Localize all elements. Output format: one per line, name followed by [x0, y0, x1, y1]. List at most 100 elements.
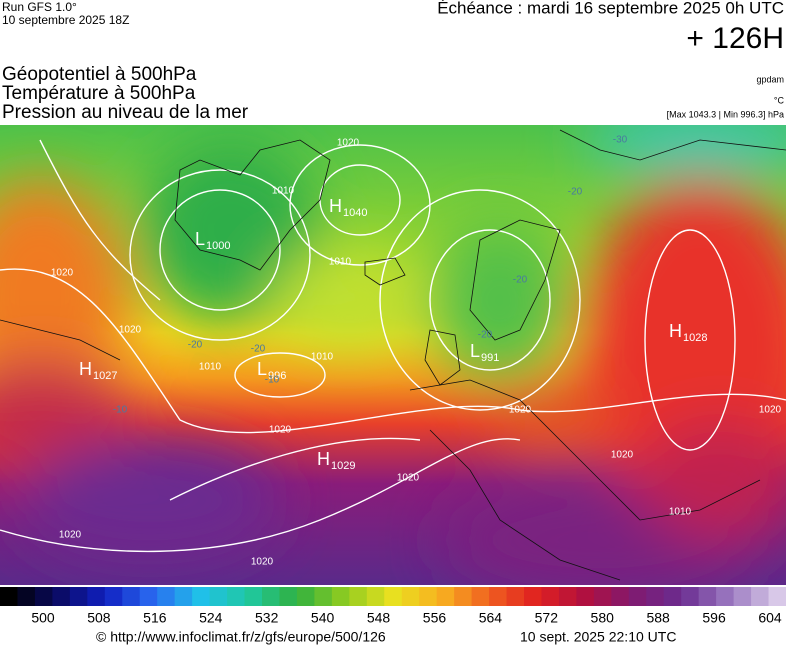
isobar-label: 1020 — [611, 450, 634, 461]
center-letter: H — [317, 449, 330, 469]
temperature-label: -20 — [188, 340, 203, 351]
colorbar-swatch — [541, 587, 560, 606]
colorbar-swatch — [454, 587, 473, 606]
run-date: 10 septembre 2025 18Z — [2, 13, 129, 27]
temperature-label: -20 — [251, 344, 266, 355]
layer-2: Température à 500hPa — [2, 83, 196, 104]
center-letter: H — [329, 196, 342, 216]
colorbar-swatch — [628, 587, 647, 606]
center-pressure: 1000 — [206, 240, 230, 252]
isobar-label: 1010 — [272, 186, 295, 197]
center-pressure: 1029 — [331, 460, 355, 472]
colorbar-tick-label: 556 — [423, 610, 447, 626]
unit-3: [Max 1043.3 | Min 996.3] hPa — [667, 109, 784, 119]
colorbar-swatch — [17, 587, 36, 606]
temperature-label: -10 — [113, 405, 128, 416]
colorbar-swatch — [157, 587, 176, 606]
colorbar-swatch — [611, 587, 630, 606]
colorbar-swatch — [768, 587, 786, 606]
map-field — [0, 125, 786, 585]
colorbar-swatch — [52, 587, 71, 606]
unit-1: gpdam — [756, 74, 784, 84]
temperature-label: -20 — [568, 187, 583, 198]
lead-time: + 126H — [686, 22, 784, 55]
temperature-label: -20 — [478, 330, 493, 341]
isobar-label: 1010 — [669, 507, 692, 518]
center-letter: H — [669, 321, 682, 341]
colorbar-tick-label: 596 — [702, 610, 726, 626]
colorbar-swatch — [314, 587, 333, 606]
colorbar-swatch — [593, 587, 612, 606]
valid-time: Échéance : mardi 16 septembre 2025 0h UT… — [437, 0, 784, 17]
isobar-label: 1020 — [397, 473, 420, 484]
colorbar-swatch — [489, 587, 508, 606]
generated: 10 sept. 2025 22:10 UTC — [520, 629, 676, 645]
colorbar-swatch — [506, 587, 525, 606]
center-pressure: 1028 — [683, 332, 707, 344]
center-letter: L — [257, 359, 267, 379]
colorbar-tick-label: 572 — [535, 610, 559, 626]
colorbar-swatch — [733, 587, 752, 606]
colorbar-swatch — [576, 587, 595, 606]
colorbar-swatch — [209, 587, 228, 606]
colorbar-tick-label: 532 — [255, 610, 279, 626]
isobar-label: 1020 — [269, 425, 292, 436]
isobar-label: 1020 — [59, 530, 82, 541]
colorbar-swatch — [349, 587, 368, 606]
colorbar-swatch — [331, 587, 350, 606]
colorbar-swatch — [384, 587, 403, 606]
isobar-label: 1010 — [329, 257, 352, 268]
colorbar-tick-label: 524 — [199, 610, 223, 626]
isobar-label: 1020 — [119, 325, 142, 336]
colorbar-swatch — [524, 587, 542, 606]
isobars — [0, 139, 786, 553]
colorbar-swatch — [69, 587, 88, 606]
colorbar-swatch — [0, 587, 18, 606]
isobar-label: 1010 — [199, 362, 222, 373]
colorbar-swatch — [716, 587, 735, 606]
colorbar-swatch — [471, 587, 490, 606]
center-letter: L — [470, 341, 480, 361]
colorbar-swatch — [87, 587, 106, 606]
colorbar-swatch — [227, 587, 246, 606]
colorbar-tick-label: 540 — [311, 610, 335, 626]
coastlines — [0, 129, 786, 581]
center-pressure: 996 — [268, 370, 286, 382]
center-pressure: 1027 — [93, 370, 117, 382]
colorbar-swatch — [663, 587, 682, 606]
colorbar-swatch — [698, 587, 717, 606]
isobar-label: 1020 — [251, 557, 274, 568]
colorbar-swatch — [436, 587, 455, 606]
center-letter: H — [79, 359, 92, 379]
colorbar-swatch — [244, 587, 263, 606]
temperature-label: -30 — [613, 135, 628, 146]
colorbar-tick-label: 564 — [479, 610, 503, 626]
isobar-label: 1020 — [337, 138, 360, 149]
colorbar-swatch — [34, 587, 53, 606]
colorbar-tick-label: 548 — [367, 610, 391, 626]
colorbar-swatch — [681, 587, 700, 606]
colorbar-swatch — [139, 587, 158, 606]
colorbar-swatch — [262, 587, 280, 606]
center-pressure: 1040 — [343, 207, 367, 219]
isobar-label: 1010 — [311, 352, 334, 363]
center-letter: L — [195, 229, 205, 249]
temperature-label: -10 — [265, 375, 280, 386]
colorbar-swatch — [174, 587, 193, 606]
colorbar-swatch — [646, 587, 665, 606]
isobar-label: 1020 — [509, 405, 532, 416]
colorbar: 500 508 516 524 532 540 548 556 564 572 580 588 596 6… — [0, 587, 786, 626]
colorbar-tick-label: 500 — [31, 610, 55, 626]
colorbar-swatch — [192, 587, 211, 606]
temperature-label: -20 — [513, 275, 528, 286]
center-pressure: 991 — [481, 352, 499, 364]
colorbar-tick-label: 516 — [143, 610, 167, 626]
unit-2: °C — [774, 95, 785, 105]
colorbar-swatch — [558, 587, 577, 606]
colorbar-swatch — [366, 587, 385, 606]
colorbar-tick-label: 588 — [646, 610, 670, 626]
colorbar-swatch — [104, 587, 123, 606]
isobar-label: 1020 — [759, 405, 782, 416]
